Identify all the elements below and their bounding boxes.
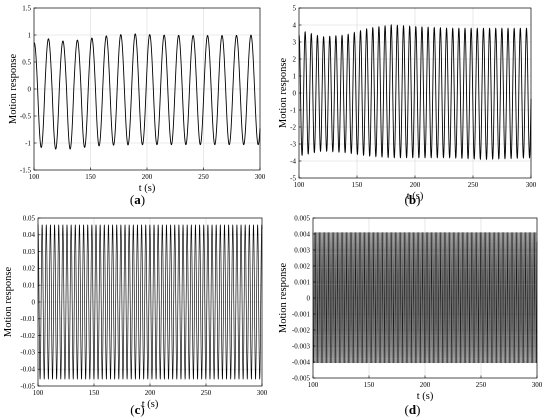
caption-d-label: d	[408, 402, 417, 417]
x-tick-label: 300	[532, 381, 543, 389]
x-axis-label: t (s)	[417, 391, 434, 402]
x-axis-label: t (s)	[407, 191, 424, 202]
x-tick-label: 250	[476, 381, 487, 389]
y-tick-label: -4	[290, 157, 296, 165]
y-tick-label: 2	[293, 55, 297, 63]
y-tick-label: -0.01	[20, 315, 35, 323]
caption-a-label: a	[134, 192, 141, 207]
chart-panel-a: 100 150 200 250 300 -1.5 -1 -0.5 0 0.5 1 1.5 t (s) Mo…	[0, 0, 275, 210]
y-tick-label: 1	[293, 72, 297, 80]
y-tick-label: -1	[25, 139, 31, 147]
response-trace-c	[37, 224, 263, 380]
x-axis-label: t (s)	[139, 183, 156, 194]
y-axis-label: Motion response	[278, 58, 289, 129]
chart-panel-b: 100 150 200 250 300 -5 -4 -3 -2 -1 0 1 2 3 4 5 t (s) Moti…	[275, 0, 550, 210]
y-tick-label: -0.001	[292, 310, 311, 318]
y-tick-label: 0.04	[23, 231, 36, 239]
response-trace-a	[33, 33, 261, 150]
y-tick-label: -0.02	[20, 332, 35, 340]
x-tick-label: 250	[201, 389, 212, 397]
y-tick-label: 1	[28, 31, 32, 39]
y-tick-label: 0.05	[23, 214, 36, 222]
x-tick-label: 300	[255, 173, 266, 181]
caption-a: (a)	[129, 192, 146, 207]
y-tick-label: 0.03	[23, 248, 36, 256]
x-tick-label: 150	[85, 173, 96, 181]
y-tick-label: 0	[293, 89, 297, 97]
y-axis-label: Motion response	[3, 267, 14, 338]
response-trace-d	[312, 232, 538, 364]
x-tick-label: 200	[145, 389, 156, 397]
chart-b-svg: 100 150 200 250 300 -5 -4 -3 -2 -1 0 1 2 3 4 5 t (s) Moti…	[278, 4, 537, 202]
caption-b-label: b	[408, 192, 417, 207]
y-tick-label: 5	[293, 4, 297, 12]
x-tick-label: 200	[410, 181, 421, 189]
x-tick-label: 250	[468, 181, 479, 189]
y-axis-label: Motion response	[8, 54, 19, 125]
x-tick-label: 100	[294, 181, 305, 189]
y-tick-label: -2	[290, 123, 296, 131]
x-tick-label: 200	[142, 173, 153, 181]
x-tick-label: 200	[420, 381, 431, 389]
y-tick-label: -3	[290, 140, 296, 148]
response-trace-b	[298, 24, 532, 161]
x-tick-label: 300	[526, 181, 537, 189]
caption-c: (c)	[130, 402, 145, 417]
y-tick-label: -0.002	[292, 326, 311, 334]
y-tick-label: 4	[293, 21, 297, 29]
y-tick-label: -1.5	[20, 166, 32, 174]
y-tick-label: -0.05	[20, 382, 35, 390]
y-tick-label: -5	[290, 174, 296, 182]
x-tick-label: 250	[198, 173, 209, 181]
y-tick-label: -0.004	[292, 358, 311, 366]
y-tick-label: -0.5	[20, 112, 32, 120]
chart-d-svg: 100 150 200 250 300 -0.005 -0.004 -0.003 -0.002 -…	[278, 214, 543, 402]
x-tick-label: 150	[352, 181, 363, 189]
y-tick-label: -0.005	[292, 374, 311, 382]
y-tick-label: 0	[307, 294, 311, 302]
y-tick-label: 0	[32, 298, 36, 306]
y-tick-label: 0.001	[294, 278, 310, 286]
x-tick-label: 300	[257, 389, 268, 397]
chart-panel-c: 100 150 200 250 300 -0.05 -0.04 -0.03 -0.02 -0.01…	[0, 210, 275, 420]
y-tick-label: 0.003	[294, 246, 310, 254]
x-tick-label: 100	[33, 389, 44, 397]
y-tick-label: -1	[290, 106, 296, 114]
x-tick-label: 100	[29, 173, 40, 181]
y-tick-label: 3	[293, 38, 297, 46]
y-tick-label: 0.004	[294, 230, 310, 238]
x-tick-label: 150	[364, 381, 375, 389]
y-tick-label: 0	[28, 85, 32, 93]
chart-panel-d: 100 150 200 250 300 -0.005 -0.004 -0.003 -0.002 -…	[275, 210, 550, 420]
y-tick-label: 1.5	[22, 4, 31, 12]
y-tick-label: -0.03	[20, 349, 35, 357]
y-tick-label: -0.04	[20, 366, 35, 374]
caption-c-label: c	[134, 402, 141, 417]
y-tick-label: 0.5	[22, 58, 31, 66]
x-tick-label: 150	[89, 389, 100, 397]
y-tick-label: 0.002	[294, 262, 310, 270]
chart-c-svg: 100 150 200 250 300 -0.05 -0.04 -0.03 -0.02 -0.01…	[3, 214, 268, 410]
y-tick-label: 0.02	[23, 265, 36, 273]
chart-a-svg: 100 150 200 250 300 -1.5 -1 -0.5 0 0.5 1 1.5 t (s) Mo…	[8, 4, 266, 194]
y-tick-label: 0.005	[294, 214, 310, 222]
y-tick-label: 0.01	[23, 282, 36, 290]
caption-b: (b)	[404, 192, 421, 207]
y-axis-label: Motion response	[278, 263, 289, 334]
y-tick-label: -0.003	[292, 342, 311, 350]
x-axis-label: t (s)	[142, 399, 159, 410]
x-tick-label: 100	[308, 381, 319, 389]
caption-d: (d)	[404, 402, 421, 417]
